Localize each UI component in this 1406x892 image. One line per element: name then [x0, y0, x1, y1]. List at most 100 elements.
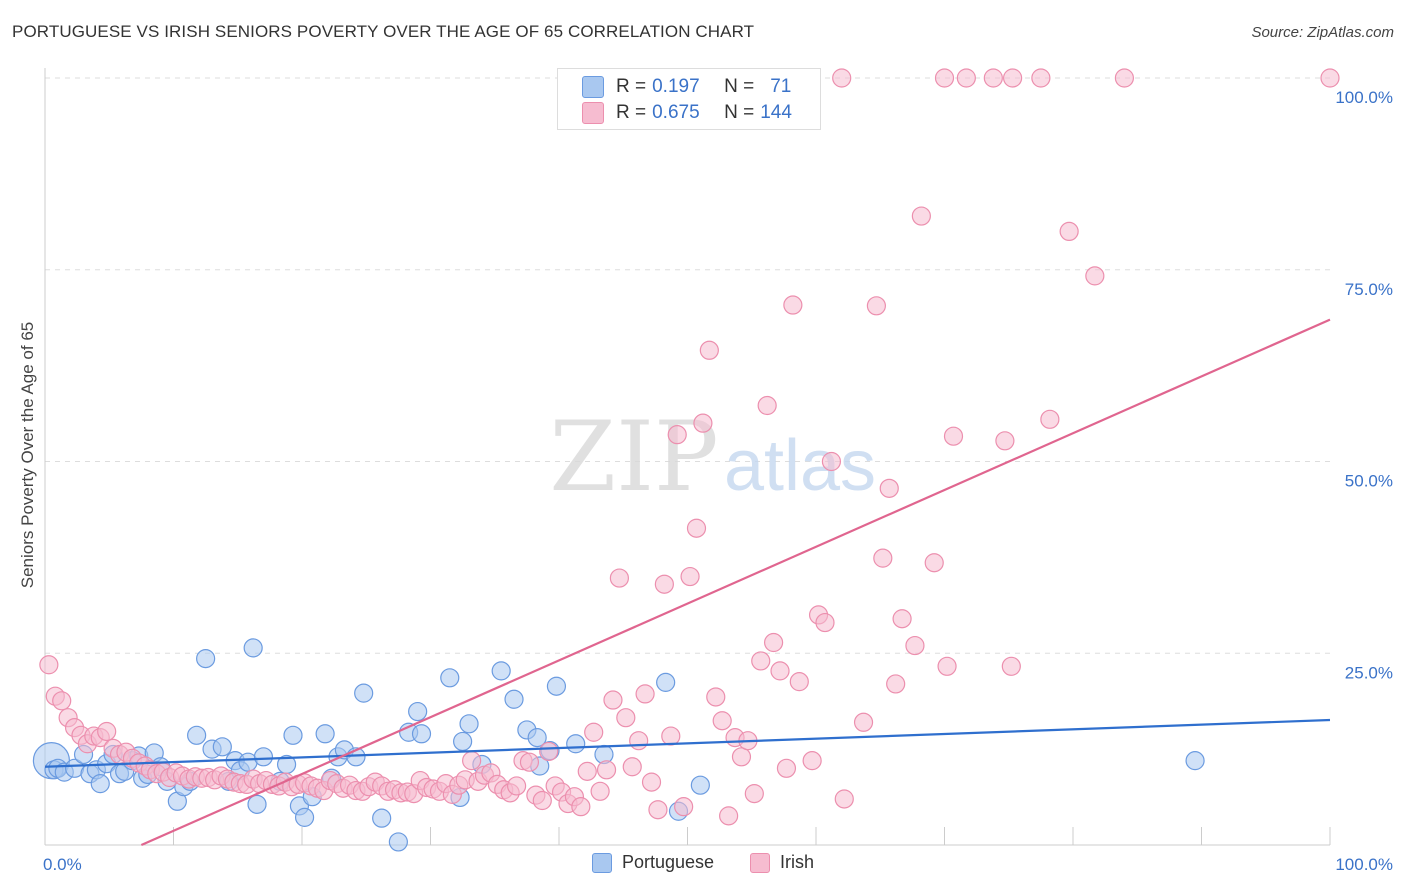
- data-point-irish: [1085, 266, 1105, 286]
- data-point-irish: [712, 711, 732, 731]
- data-point-irish: [686, 518, 707, 538]
- y-tick-label: 50.0%: [1345, 472, 1393, 491]
- legend-portuguese-label: Portuguese: [621, 852, 715, 872]
- data-point-irish: [39, 655, 59, 675]
- data-point-irish: [731, 747, 752, 767]
- legend-item-irish[interactable]: Irish: [750, 852, 814, 873]
- data-point-portuguese: [212, 737, 232, 757]
- watermark: ZIP atlas: [549, 401, 876, 513]
- stats-row-portuguese: R = 0.197 N = 71: [582, 74, 791, 100]
- data-point-irish: [596, 760, 617, 780]
- data-point-irish: [832, 68, 852, 88]
- portuguese-n-value: 71: [770, 76, 792, 97]
- trend-lines: [44, 318, 1331, 847]
- data-point-irish: [770, 661, 790, 681]
- data-point-portuguese: [546, 676, 567, 696]
- legend-item-portuguese[interactable]: Portuguese: [591, 852, 715, 873]
- data-point-irish: [789, 672, 809, 692]
- data-point-irish: [815, 612, 835, 633]
- data-point-irish: [609, 568, 629, 588]
- data-point-irish: [719, 806, 739, 826]
- data-point-irish: [97, 721, 117, 742]
- data-point-irish: [886, 674, 906, 694]
- data-point-portuguese: [253, 747, 274, 767]
- data-point-irish: [571, 797, 591, 817]
- data-point-irish: [834, 789, 854, 809]
- legend: Portuguese Irish: [0, 852, 1406, 873]
- portuguese-r-label: R =: [616, 76, 647, 97]
- data-point-irish: [693, 413, 713, 433]
- data-point-irish: [462, 751, 482, 771]
- irish-swatch: [582, 102, 604, 124]
- data-point-irish: [905, 635, 925, 656]
- trend-line-portuguese: [44, 718, 1331, 768]
- data-point-portuguese: [459, 714, 479, 734]
- data-point-irish: [763, 632, 784, 653]
- data-point-portuguese: [283, 725, 303, 745]
- data-point-irish: [744, 784, 764, 804]
- trend-line-irish: [140, 318, 1331, 847]
- data-point-irish: [1059, 221, 1079, 241]
- data-point-irish: [532, 790, 552, 811]
- data-point-portuguese: [294, 807, 315, 827]
- data-point-irish: [603, 690, 623, 710]
- data-point-irish: [661, 726, 681, 746]
- portuguese-swatch: [582, 76, 604, 98]
- data-point-irish: [648, 800, 668, 820]
- data-point-portuguese: [187, 725, 207, 745]
- legend-irish-label: Irish: [780, 852, 815, 872]
- data-point-irish: [584, 722, 604, 742]
- data-point-irish: [995, 431, 1015, 451]
- data-point-portuguese: [243, 638, 263, 658]
- data-point-irish: [853, 712, 874, 732]
- legend-irish-swatch: [750, 852, 771, 873]
- data-point-irish: [680, 566, 700, 587]
- data-point-irish: [1031, 68, 1051, 88]
- data-point-portuguese: [690, 775, 710, 795]
- x-tick-label: 100.0%: [1335, 855, 1393, 874]
- data-point-irish: [654, 574, 674, 594]
- y-axis-label: Seniors Poverty Over the Age of 65: [18, 322, 37, 588]
- data-point-irish: [783, 295, 803, 315]
- y-tick-label: 25.0%: [1345, 663, 1393, 682]
- data-point-irish: [635, 684, 655, 704]
- data-point-irish: [892, 609, 912, 629]
- data-point-irish: [873, 548, 893, 568]
- stats-row-irish: R = 0.675 N = 144: [582, 100, 792, 126]
- y-tick-label: 100.0%: [1335, 88, 1393, 107]
- watermark-atlas: atlas: [724, 426, 876, 506]
- tick-labels: 0.0% 100.0% 25.0% 50.0% 75.0% 100.0%: [43, 88, 1393, 874]
- data-point-irish: [1001, 656, 1021, 676]
- data-point-irish: [751, 651, 771, 671]
- data-point-irish: [934, 68, 955, 88]
- data-point-irish: [1003, 68, 1023, 88]
- data-point-irish: [519, 752, 540, 772]
- data-point-irish: [506, 776, 527, 796]
- data-point-irish: [879, 478, 899, 498]
- data-point-irish: [622, 757, 642, 777]
- data-point-portuguese: [372, 808, 392, 828]
- data-point-irish: [577, 761, 597, 781]
- data-point-portuguese: [566, 734, 586, 754]
- data-point-irish: [1114, 68, 1135, 88]
- data-point-irish: [937, 656, 957, 676]
- data-point-irish: [706, 687, 726, 707]
- data-point-portuguese: [408, 701, 428, 722]
- legend-portuguese-swatch: [591, 852, 612, 873]
- data-point-portuguese: [1185, 751, 1205, 771]
- portuguese-n-label: N =: [724, 76, 755, 97]
- data-point-portuguese: [315, 724, 335, 744]
- data-point-irish: [52, 691, 72, 711]
- data-point-irish: [956, 68, 976, 88]
- data-point-portuguese: [411, 724, 432, 744]
- watermark-zip: ZIP: [549, 401, 718, 513]
- data-point-irish: [674, 797, 694, 817]
- data-point-portuguese: [90, 774, 110, 794]
- data-point-irish: [1040, 409, 1060, 429]
- grid: [45, 77, 1330, 654]
- data-point-irish: [590, 781, 610, 801]
- x-tick-label: 0.0%: [43, 855, 82, 874]
- data-point-portuguese: [196, 649, 216, 669]
- data-point-irish: [699, 340, 719, 360]
- data-point-portuguese: [247, 794, 267, 814]
